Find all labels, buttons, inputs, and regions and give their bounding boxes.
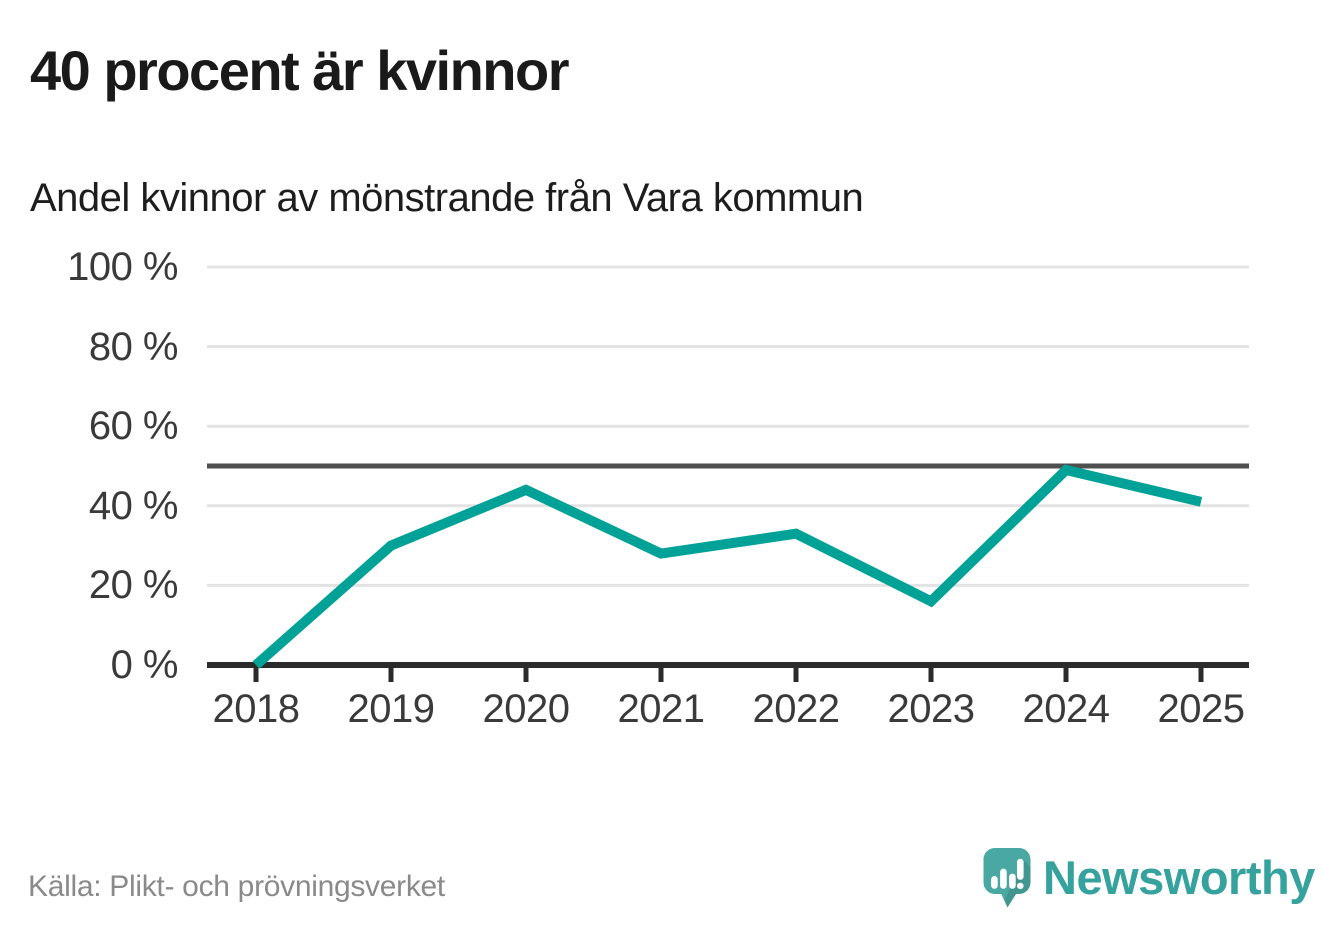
x-tick-label: 2018 [212,687,300,731]
newsworthy-logo: Newsworthy [982,846,1315,916]
y-tick-label: 80 % [88,324,179,369]
x-tick-label: 2020 [482,687,570,731]
x-tick-label: 2025 [1157,687,1245,731]
y-tick-label: 20 % [88,563,179,608]
chart-title: 40 procent är kvinnor [30,39,570,102]
x-tick-label: 2021 [617,687,705,731]
x-tick-label: 2019 [347,687,435,731]
x-tick-label: 2022 [752,687,840,731]
y-tick-label: 40 % [88,483,179,528]
source-note: Källa: Plikt- och prövningsverket [28,870,445,903]
chart-subtitle: Andel kvinnor av mönstrande från Vara ko… [30,176,864,220]
x-tick-label: 2024 [1022,687,1110,731]
y-tick-label: 60 % [88,404,179,449]
x-tick-label: 2023 [887,687,975,731]
y-tick-label: 0 % [110,643,179,687]
data-line-Andel kvinnor av mönstrande [252,464,1203,669]
newsworthy-speech-bubble-bar-chart-icon [983,848,1031,908]
y-tick-label: 100 % [67,245,178,289]
newsworthy-logo-text: Newsworthy [1043,851,1315,904]
